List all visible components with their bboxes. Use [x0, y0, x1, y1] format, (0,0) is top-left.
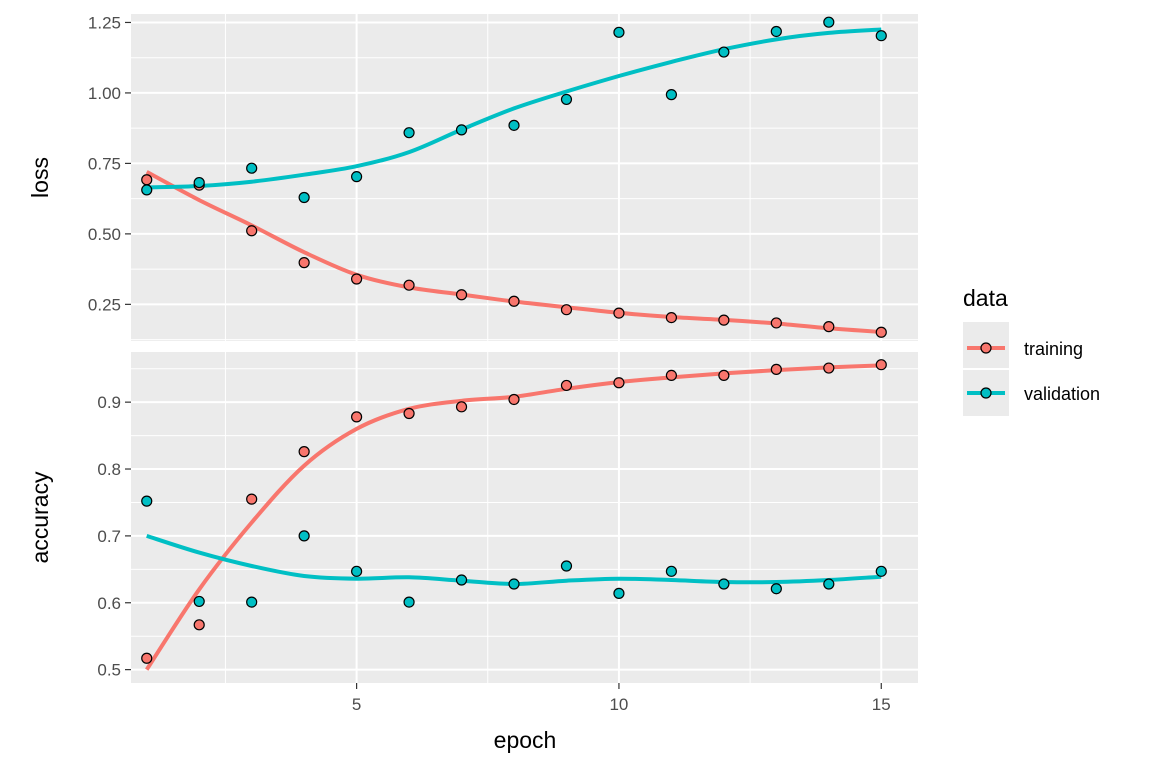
- y-tick-label: 0.50: [88, 225, 121, 244]
- data-point-training: [770, 317, 782, 329]
- y-tick-label: 0.5: [97, 661, 121, 680]
- data-point-training: [508, 295, 520, 307]
- data-point-training: [141, 652, 153, 664]
- data-point-validation: [665, 89, 678, 101]
- data-point-validation: [665, 565, 678, 577]
- y-tick-label: 0.25: [88, 295, 121, 314]
- panel-background: [131, 14, 918, 341]
- panel-accuracy: 0.5 0.6 0.7 0.8 0.9 accuracy 5 10 15: [27, 352, 918, 714]
- legend: data training validation: [963, 285, 1100, 416]
- data-point-training: [298, 446, 310, 458]
- data-point-training: [613, 377, 625, 389]
- y-tick-label: 0.7: [97, 527, 121, 546]
- data-point-training: [875, 359, 887, 371]
- data-point-validation: [455, 574, 468, 586]
- panel-background: [131, 352, 918, 683]
- data-point-training: [875, 326, 887, 338]
- data-point-training: [351, 411, 363, 423]
- x-tick-label: 15: [872, 695, 891, 714]
- data-point-validation: [246, 162, 258, 174]
- data-point-validation: [403, 596, 415, 608]
- data-point-training: [665, 312, 678, 324]
- data-point-training: [141, 174, 153, 186]
- data-point-validation: [613, 26, 625, 38]
- data-point-validation: [298, 530, 310, 542]
- data-point-validation: [560, 560, 573, 572]
- data-point-training: [403, 279, 415, 291]
- panel-loss: 0.25 0.50 0.75 1.00 1.25 loss: [27, 13, 918, 341]
- data-point-validation: [193, 176, 205, 189]
- data-point-validation: [403, 127, 415, 139]
- y-tick-label: 0.9: [97, 393, 121, 412]
- data-point-validation: [508, 119, 520, 131]
- y-tick-label: 0.75: [88, 154, 121, 173]
- panels: 0.25 0.50 0.75 1.00 1.25 loss 0.5 0.6 0.7 0.8 0.9 a…: [27, 13, 918, 714]
- x-tick-label: 10: [609, 695, 628, 714]
- data-point-validation: [770, 25, 782, 38]
- y-axis-title-loss: loss: [27, 157, 53, 198]
- data-point-validation: [823, 578, 835, 590]
- y-axis-title-accuracy: accuracy: [27, 471, 53, 564]
- y-tick-label: 1.25: [88, 13, 121, 32]
- data-point-validation: [823, 16, 835, 28]
- data-point-training: [613, 307, 625, 319]
- data-point-validation: [875, 565, 887, 577]
- legend-title: data: [963, 285, 1008, 311]
- data-point-training: [246, 225, 258, 237]
- data-point-validation: [718, 46, 730, 58]
- data-point-training: [298, 257, 310, 269]
- y-tick-label: 0.8: [97, 460, 121, 479]
- data-point-validation: [193, 595, 205, 608]
- smooth-line-validation: [146, 27, 882, 190]
- x-tick-label: 5: [352, 695, 361, 714]
- data-point-training: [560, 379, 573, 392]
- data-point-validation: [508, 578, 520, 590]
- data-point-validation: [141, 184, 153, 196]
- data-point-validation: [298, 191, 310, 204]
- legend-label-training: training: [1024, 339, 1083, 359]
- data-point-validation: [770, 583, 782, 595]
- data-point-validation: [613, 587, 625, 599]
- data-point-validation: [141, 495, 153, 507]
- data-point-training: [665, 369, 678, 382]
- y-tick-label: 0.6: [97, 594, 121, 613]
- data-point-training: [770, 363, 782, 375]
- data-point-training: [455, 289, 468, 301]
- legend-label-validation: validation: [1024, 384, 1100, 404]
- data-point-training: [351, 273, 363, 285]
- data-point-training: [718, 369, 730, 382]
- legend-key-validation-point: [980, 387, 992, 399]
- data-point-training: [246, 493, 258, 505]
- data-point-training: [718, 314, 730, 326]
- data-point-validation: [875, 30, 887, 42]
- data-point-training: [508, 393, 520, 406]
- data-point-training: [193, 619, 205, 631]
- data-point-validation: [718, 578, 730, 590]
- data-point-training: [403, 407, 415, 420]
- data-point-training: [823, 321, 835, 333]
- data-point-validation: [351, 565, 363, 577]
- legend-key-training-point: [980, 342, 992, 354]
- smooth-line-training: [145, 363, 882, 671]
- data-point-training: [823, 362, 835, 374]
- y-tick-label: 1.00: [88, 84, 121, 103]
- data-point-validation: [455, 124, 468, 136]
- data-point-validation: [351, 171, 363, 183]
- data-point-validation: [560, 93, 573, 106]
- x-axis-title: epoch: [494, 727, 557, 753]
- data-point-training: [455, 401, 468, 413]
- data-point-training: [560, 304, 573, 316]
- data-point-validation: [246, 596, 258, 608]
